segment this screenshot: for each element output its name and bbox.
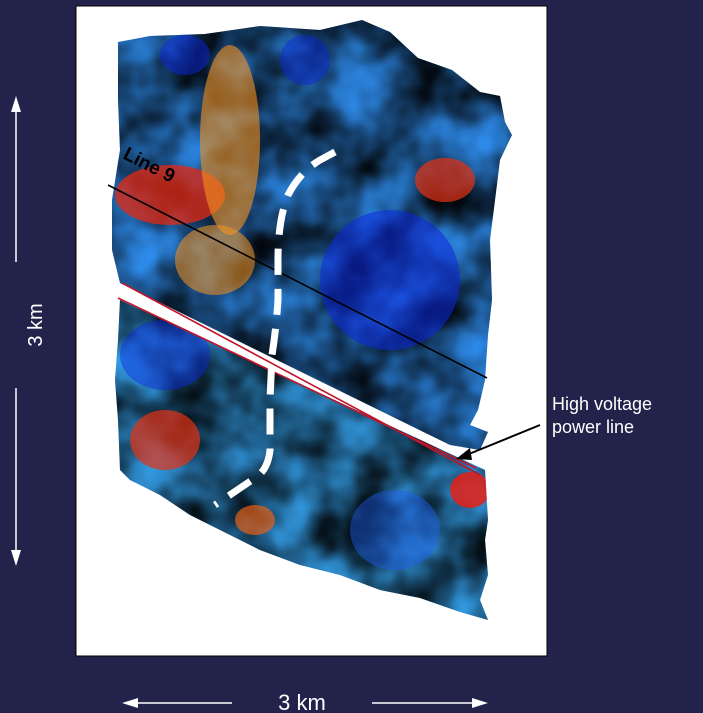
annotation-line-1: High voltage bbox=[552, 394, 652, 414]
survey-line-9 bbox=[107, 184, 488, 379]
vertical-scale-label: 3 km bbox=[25, 303, 47, 346]
vertical-scale-arrow-down bbox=[11, 550, 21, 566]
horizontal-scale-arrow-left bbox=[122, 698, 138, 708]
dashed-feature-boundary bbox=[213, 148, 337, 508]
power-line-upper bbox=[121, 282, 481, 476]
annotation-arrow-shaft bbox=[463, 424, 541, 457]
power-line-lower bbox=[117, 297, 477, 469]
horizontal-scale-label: 3 km bbox=[278, 690, 326, 713]
annotation-arrowhead bbox=[456, 448, 472, 460]
vertical-scale-arrow-up bbox=[11, 96, 21, 112]
horizontal-scale-arrow-right bbox=[472, 698, 488, 708]
annotation-line-2: power line bbox=[552, 417, 634, 437]
